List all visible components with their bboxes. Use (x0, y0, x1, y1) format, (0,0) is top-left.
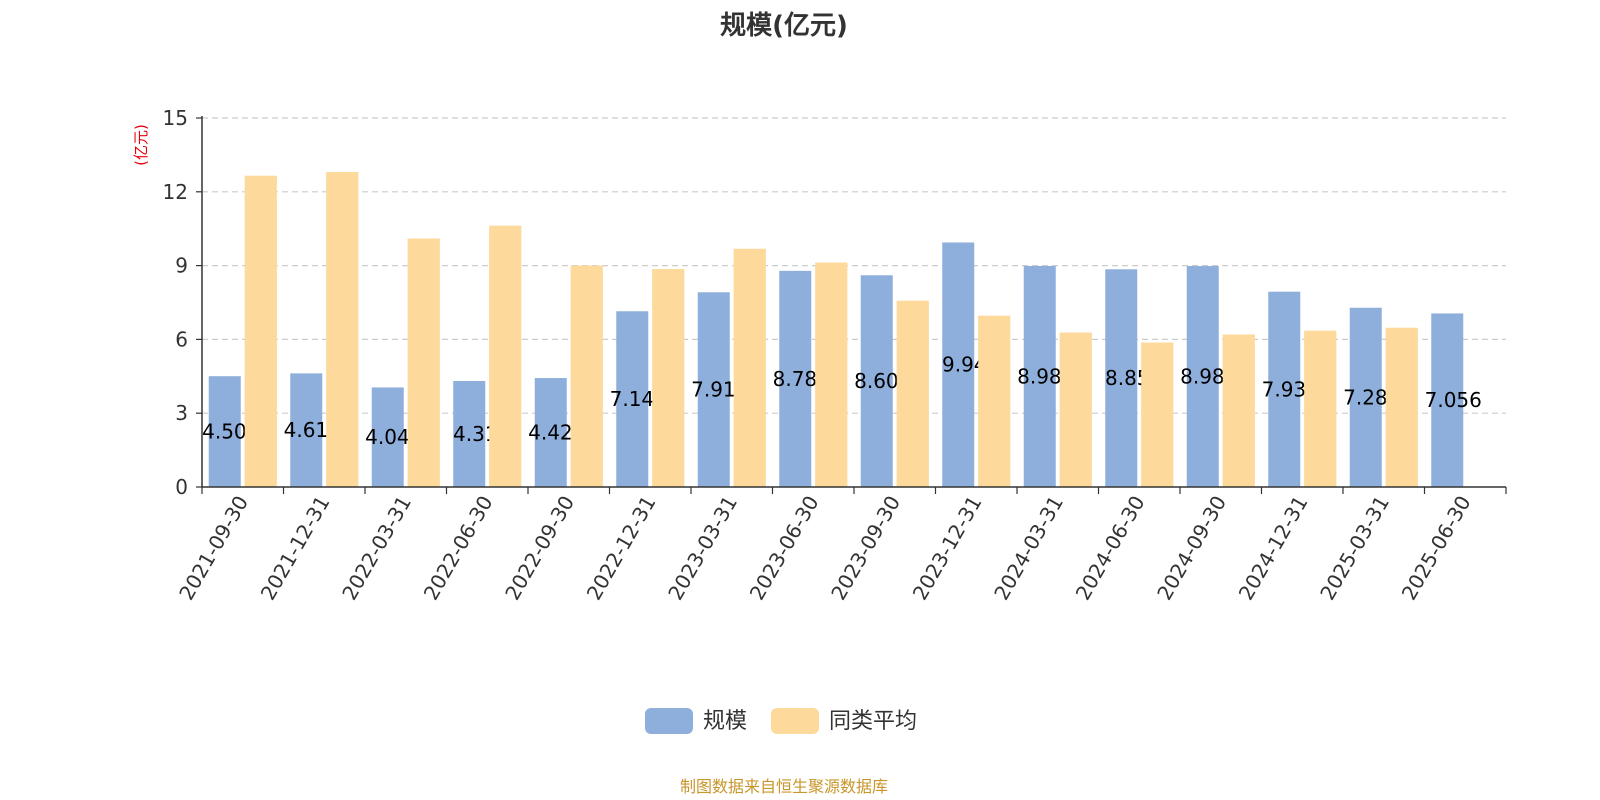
x-tick-label: 2022-12-31 (582, 492, 661, 605)
y-tick-label: 6 (175, 327, 188, 351)
bar-peer-average-overlay (407, 238, 440, 487)
bar-peer-average-overlay (733, 248, 766, 487)
x-tick-label: 2021-09-30 (174, 492, 253, 605)
bar-peer-average-overlay (570, 265, 603, 487)
x-tick-label: 2024-06-30 (1071, 492, 1150, 605)
bar-peer-average-overlay (1141, 342, 1174, 487)
bar-scale (534, 378, 567, 487)
bar-peer-average-overlay (1222, 334, 1255, 487)
bar-scale (1105, 269, 1138, 487)
bar-peer-average-overlay (244, 175, 277, 487)
legend-label: 规模 (703, 709, 747, 734)
y-axis-label: (亿元) (132, 124, 150, 166)
x-tick-label: 2024-09-30 (1152, 492, 1231, 605)
grid (202, 117, 1506, 414)
legend-label: 同类平均 (829, 709, 917, 734)
x-tick-label: 2024-12-31 (1234, 492, 1313, 605)
bar-scale (616, 311, 649, 487)
x-tick-label: 2023-06-30 (745, 492, 824, 605)
y-tick-label: 3 (175, 401, 188, 425)
bar-scale (697, 292, 730, 487)
bar-scale (453, 380, 486, 487)
data-label: 7.056 (1425, 388, 1482, 412)
bar-scale (1349, 307, 1382, 487)
bar-scale (779, 270, 812, 487)
x-tick-label: 2023-09-30 (826, 492, 905, 605)
x-tick-label: 2024-03-31 (989, 492, 1068, 605)
source-note: 制图数据来自恒生聚源数据库 (680, 777, 888, 796)
bar-scale (860, 275, 893, 487)
x-tick-label: 2022-03-31 (337, 492, 416, 605)
legend: 规模 同类平均 (645, 708, 917, 734)
y-tick-label: 0 (175, 475, 188, 499)
bar-scale (290, 373, 323, 487)
bar-scale (1268, 291, 1301, 487)
bar-peer-average-overlay (1304, 330, 1337, 487)
y-tick-label: 15 (163, 106, 188, 130)
y-tick-label: 12 (163, 180, 188, 204)
bar-scale (1431, 313, 1464, 487)
bar-scale (1186, 266, 1219, 487)
bar-scale (208, 376, 241, 487)
y-tick-label: 9 (175, 254, 188, 278)
bar-peer-average-overlay (1385, 327, 1418, 487)
legend-swatch (771, 708, 819, 734)
bar-peer-average-overlay (652, 269, 685, 487)
bar-peer-average-overlay (1059, 332, 1092, 487)
x-tick-label: 2021-12-31 (256, 492, 335, 605)
x-tick-label: 2025-03-31 (1315, 492, 1394, 605)
x-tick-label: 2022-09-30 (500, 492, 579, 605)
bar-peer-average-overlay (978, 315, 1011, 487)
bar-peer-average-overlay (326, 172, 359, 487)
x-tick-label: 2023-03-31 (663, 492, 742, 605)
bar-scale (1023, 265, 1056, 487)
bar-peer-average-overlay (896, 300, 929, 487)
bar-scale (371, 387, 404, 487)
x-tick-label: 2025-06-30 (1397, 492, 1476, 605)
legend-swatch (645, 708, 693, 734)
x-tick-label: 2023-12-31 (908, 492, 987, 605)
bar-scale (942, 242, 975, 487)
bar-peer-average-overlay (815, 262, 848, 487)
chart-title: 规模(亿元) (720, 11, 848, 41)
x-tick-label: 2022-06-30 (419, 492, 498, 605)
bar-peer-average-overlay (489, 225, 522, 488)
